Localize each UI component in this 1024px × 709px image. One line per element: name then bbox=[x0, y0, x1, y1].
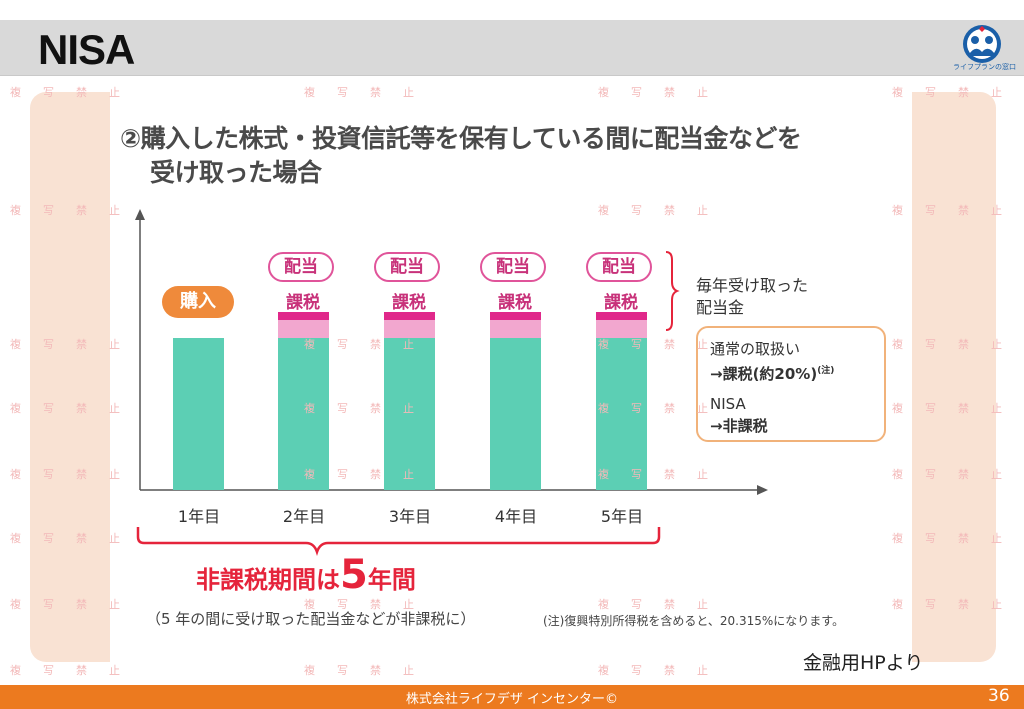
dividend-cap bbox=[596, 312, 647, 320]
axes bbox=[135, 209, 768, 495]
info-normal-tax: →課税(約20%)(注) bbox=[710, 360, 872, 385]
dividend-band bbox=[278, 320, 329, 338]
diagram-heading: ②購入した株式・投資信託等を保有している間に配当金などを 受け取った場合 bbox=[120, 122, 802, 190]
principal-bar bbox=[596, 338, 647, 490]
dividend-band bbox=[490, 320, 541, 338]
tax-label-year5: 課税 bbox=[604, 293, 638, 313]
year-label-5: 5年目 bbox=[600, 507, 644, 526]
annual-dividend-annotation: 毎年受け取った 配当金 bbox=[696, 275, 808, 319]
tax-treatment-box: 通常の取扱い →課税(約20%)(注) NISA →非課税 bbox=[696, 326, 886, 442]
tax-label-year3: 課税 bbox=[392, 293, 426, 313]
footnote: (注)復興特別所得税を含めると、20.315%になります。 bbox=[543, 614, 845, 628]
dividend-badge-year2: 配当 bbox=[268, 252, 334, 282]
year-label-3: 3年目 bbox=[388, 507, 432, 526]
period-prefix: 非課税期間は bbox=[196, 566, 340, 594]
year-label-4: 4年目 bbox=[494, 507, 538, 526]
dividend-badge-year3: 配当 bbox=[374, 252, 440, 282]
dividend-cap bbox=[384, 312, 435, 320]
dividend-badge-year4: 配当 bbox=[480, 252, 546, 282]
period-suffix: 年間 bbox=[367, 566, 416, 594]
info-nisa-heading: NISA bbox=[710, 395, 746, 413]
page-number: 36 bbox=[988, 686, 1010, 706]
holding-bar-year3 bbox=[384, 312, 435, 490]
dividend-cap bbox=[278, 312, 329, 320]
principal-bar bbox=[490, 338, 541, 490]
tax-free-period-label: 非課税期間は5年間 bbox=[196, 555, 416, 595]
info-normal-tax-text: →課税(約20%) bbox=[710, 365, 818, 383]
year-label-2: 2年目 bbox=[282, 507, 326, 526]
heading-line-2: 受け取った場合 bbox=[150, 158, 322, 187]
dividend-badge-year5: 配当 bbox=[586, 252, 652, 282]
annotation-line-1: 毎年受け取った bbox=[696, 276, 809, 295]
info-nisa-tax: →非課税 bbox=[710, 417, 768, 435]
logo-text: ライフプランの窓口 bbox=[953, 63, 1016, 71]
header-bar bbox=[0, 20, 1024, 76]
period-number: 5 bbox=[340, 552, 368, 598]
holding-bar-year2 bbox=[278, 312, 329, 490]
principal-bar bbox=[278, 338, 329, 490]
footer-bar bbox=[0, 685, 1024, 709]
tax-label-year4: 課税 bbox=[498, 293, 532, 313]
source-credit: 金融用HPより bbox=[803, 652, 924, 674]
holding-bar-year5 bbox=[596, 312, 647, 490]
tax-free-period-brace bbox=[136, 527, 661, 556]
principal-bar bbox=[384, 338, 435, 490]
logo-icon bbox=[963, 25, 1001, 63]
info-note-mark: (注) bbox=[817, 366, 835, 376]
info-normal-heading: 通常の取扱い bbox=[710, 340, 801, 358]
dividend-cap bbox=[490, 312, 541, 320]
dividend-band bbox=[596, 320, 647, 338]
heading-line-1: ②購入した株式・投資信託等を保有している間に配当金などを bbox=[120, 124, 802, 153]
tax-label-year2: 課税 bbox=[286, 293, 320, 313]
dividend-band bbox=[384, 320, 435, 338]
slide-title: NISA bbox=[38, 26, 135, 73]
purchase-badge: 購入 bbox=[162, 286, 234, 318]
annual-dividend-brace bbox=[665, 251, 680, 331]
tax-free-period-note: （5 年の間に受け取った配当金などが非課税に） bbox=[146, 610, 476, 628]
holding-bar-year1 bbox=[173, 338, 224, 490]
year-label-1: 1年目 bbox=[177, 507, 221, 526]
annotation-line-2: 配当金 bbox=[696, 298, 745, 317]
holding-bar-year4 bbox=[490, 312, 541, 490]
footer-copyright: 株式会社ライフデザ インセンター© bbox=[405, 692, 619, 707]
